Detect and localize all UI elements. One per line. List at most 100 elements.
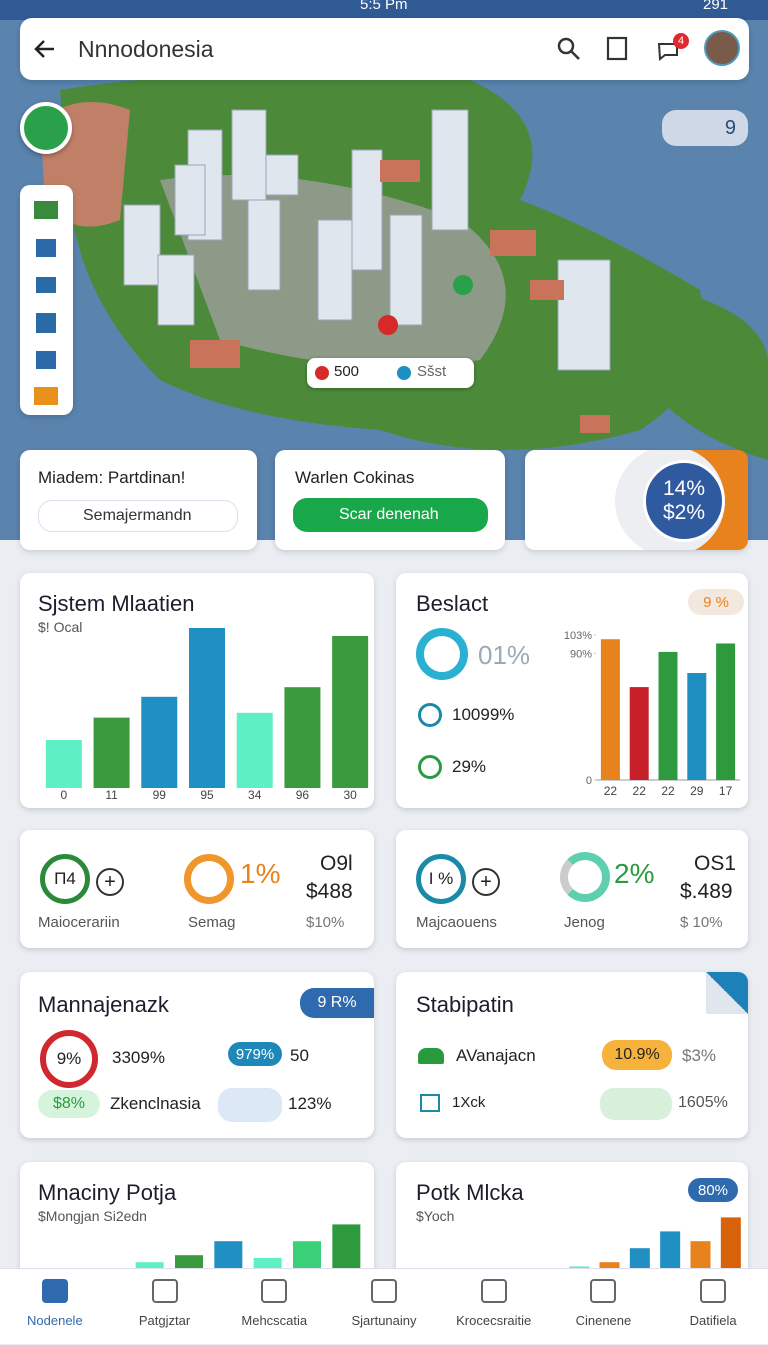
nav-item[interactable]: Mehcscatia	[219, 1269, 329, 1345]
value-pill: 979%	[228, 1042, 282, 1066]
chart-title: Beslact	[416, 591, 489, 616]
x-tick-label: 30	[343, 788, 357, 802]
value-pill: 10.9%	[602, 1040, 672, 1070]
nav-icon	[700, 1279, 727, 1303]
nav-label: Patgjztar	[138, 1313, 191, 1328]
bar	[660, 1231, 681, 1272]
stat-icon	[418, 703, 442, 727]
card-button[interactable]: Semajermandn	[38, 500, 238, 532]
y-tick-label: 90%	[570, 648, 592, 660]
tool-icon[interactable]	[36, 313, 56, 333]
tool-icon[interactable]	[34, 201, 58, 219]
bookmark-icon[interactable]	[606, 36, 630, 62]
search-title[interactable]: Nnnodonesia	[78, 36, 214, 62]
card-title: Mannajenazk	[38, 992, 169, 1017]
chart-badge: 9 %	[688, 589, 744, 615]
bar	[284, 687, 321, 788]
stat-code: OS1	[694, 852, 737, 875]
nav-label: Krocecsraitie	[456, 1313, 532, 1328]
pin-dot	[397, 366, 411, 380]
bar	[141, 696, 178, 788]
corner-fold	[706, 972, 748, 1014]
bottom-nav: Nodenele Patgjztar Mehcscatia Sjartunainy Kr…	[0, 1268, 768, 1344]
tool-icon[interactable]	[36, 277, 56, 293]
ring-value: 1%	[240, 858, 281, 889]
stat-ring	[416, 628, 468, 680]
stat-ring	[560, 852, 610, 902]
status-bar: 5:5 Pm 291	[0, 0, 768, 16]
nav-label: Cinenene	[575, 1313, 632, 1328]
row-label: AVanajacn	[456, 1046, 536, 1065]
stat-label: Semag	[188, 914, 236, 931]
tool-icon[interactable]	[34, 387, 58, 405]
stat-card: Π4 + 1% O9l $488 Maiocerariin Semag $10%	[20, 830, 374, 948]
chart-title: Mnaciny Potja	[38, 1180, 177, 1205]
stat-label: Majcaouens	[416, 914, 497, 931]
chart-subtitle: $! Ocal	[38, 619, 83, 635]
card-title: Miadem: Partdinan!	[38, 468, 186, 487]
bar	[236, 712, 273, 788]
tool-button[interactable]	[20, 102, 72, 154]
bar	[687, 673, 707, 780]
nav-item[interactable]: Cinenene	[549, 1269, 659, 1345]
info-card: Warlen Cokinas Scar denenah	[275, 450, 505, 550]
nav-item[interactable]: Sjartunainy	[329, 1269, 439, 1345]
search-icon[interactable]	[556, 36, 582, 62]
card-button[interactable]: Scar denenah	[293, 498, 488, 532]
tool-icon[interactable]	[36, 351, 56, 369]
search-bar: Nnnodonesia 4	[20, 18, 749, 80]
x-tick-label: 17	[719, 784, 733, 798]
bar-chart: 0 11 99 95 34 96 30	[45, 628, 369, 802]
stat-amount: $488	[306, 880, 353, 903]
chart-card: Sjstem Mlaatien $! Ocal 0 11 99 95 34 96 30	[20, 573, 374, 808]
stat-ring: I %	[416, 854, 466, 904]
bar	[175, 1255, 203, 1272]
nav-item[interactable]: Datifiela	[658, 1269, 768, 1345]
card-badge: 9 R%	[300, 988, 374, 1018]
stat-label: $ 10%	[680, 914, 723, 931]
map-counter[interactable]: 9	[662, 110, 748, 146]
pin-value: 500	[334, 363, 360, 380]
stat-card: I % + 2% OS1 $.489 Majcaouens Jenog $ 10…	[396, 830, 748, 948]
bar	[600, 639, 620, 780]
boat-value: 123%	[288, 1094, 332, 1113]
avatar[interactable]	[704, 30, 740, 66]
nav-item[interactable]: Krocecsraitie	[439, 1269, 549, 1345]
x-tick-label: 95	[200, 788, 214, 802]
nav-label: Sjartunainy	[351, 1313, 417, 1328]
tag: $8%	[38, 1090, 100, 1118]
chart-card: Beslact 9 % 01% 10099% 29% 0 90% 103% 22 22 2…	[396, 573, 748, 808]
nav-item[interactable]: Patgjztar	[110, 1269, 220, 1345]
stat-icon	[418, 755, 442, 779]
ring-top: 14%	[662, 477, 706, 500]
map-pin-label[interactable]: 500 Sšst	[307, 358, 474, 388]
x-tick-label: 22	[661, 784, 675, 798]
status-battery: 291	[703, 0, 729, 13]
stat-code: O9l	[320, 852, 353, 875]
nav-icon	[261, 1279, 288, 1303]
ring-value: 2%	[614, 858, 655, 889]
add-button[interactable]: +	[96, 868, 124, 896]
nav-icon	[41, 1279, 68, 1303]
add-button[interactable]: +	[472, 868, 500, 896]
nav-icon	[370, 1279, 397, 1303]
nav-icon	[151, 1279, 178, 1303]
tool-icon[interactable]	[36, 239, 56, 257]
tool-panel	[20, 185, 73, 415]
row-icon	[420, 1094, 440, 1112]
x-tick-label: 34	[248, 788, 262, 802]
stat-amount: $.489	[680, 880, 733, 903]
row-value: 1605%	[678, 1094, 728, 1111]
boat-icon	[218, 1088, 282, 1122]
detail-card: Mannajenazk 9 R% 9% 3309% 979% 50 $8% Zk…	[20, 972, 374, 1138]
percent-ring: 14% $2%	[643, 460, 725, 542]
stat-value: 01%	[478, 640, 531, 670]
nav-item[interactable]: Nodenele	[0, 1269, 110, 1345]
stat-label: $10%	[306, 914, 345, 931]
back-button[interactable]	[32, 36, 58, 62]
bar	[45, 740, 82, 788]
notification-badge: 4	[673, 33, 689, 49]
ring-value: 3309%	[112, 1048, 165, 1067]
bar	[332, 636, 369, 788]
